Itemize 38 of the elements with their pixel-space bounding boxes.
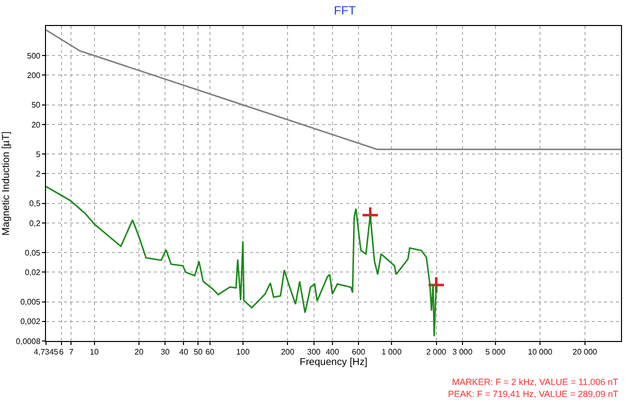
y-tick-label: 0,0008: [16, 336, 41, 346]
y-tick-label: 0,05: [24, 248, 41, 258]
x-tick-label: 7: [69, 348, 74, 357]
text: MARKER: F = 2 kHz, VALUE = 11,006 nT: [452, 377, 619, 387]
x-tick-label: 300: [307, 348, 322, 357]
x-tick-label: 100: [236, 348, 250, 357]
x-tick-label: 3 000: [452, 348, 473, 357]
x-tick-label: 30: [160, 348, 170, 357]
chart-title: FFT: [334, 3, 357, 18]
x-tick-label: 10: [90, 348, 100, 357]
y-axis-title: Magnetic Induction [µT]: [0, 131, 12, 236]
y-tick-label: 2: [36, 170, 41, 178]
y-tick-label: 0,2: [29, 218, 41, 228]
y-tick-label: 0,5: [29, 199, 41, 208]
x-tick-label: 600: [352, 348, 366, 357]
x-tick-label: 50: [194, 348, 204, 357]
x-tick-label: 5 000: [485, 348, 506, 357]
x-tick-label: 40: [179, 348, 189, 357]
y-tick-label: 0,02: [24, 268, 41, 277]
x-tick-label: 20 000: [572, 348, 598, 357]
x-tick-label: 2 000: [426, 348, 447, 357]
x-tick-label: 4,7345: [34, 348, 59, 357]
x-tick-label: 400: [326, 348, 340, 357]
x-tick-label: 6: [59, 348, 64, 357]
x-tick-label: 200: [280, 348, 295, 357]
text: PEAK: F = 719,41 Hz, VALUE = 289,09 nT: [448, 389, 619, 399]
x-tick-label: 1 000: [381, 348, 402, 357]
x-axis-title: Frequency [Hz]: [300, 357, 368, 368]
y-tick-label: 500: [27, 51, 41, 60]
x-tick-label: 10 000: [528, 348, 553, 357]
x-tick-label: 60: [205, 348, 215, 357]
x-tick-label: 20: [134, 348, 144, 357]
y-tick-label: 50: [31, 100, 41, 110]
y-tick-label: 0,002: [20, 317, 41, 326]
y-tick-label: 0,005: [20, 298, 41, 307]
y-tick-label: 5: [36, 150, 41, 159]
y-tick-label: 200: [27, 71, 41, 80]
y-tick-label: 20: [31, 120, 41, 130]
